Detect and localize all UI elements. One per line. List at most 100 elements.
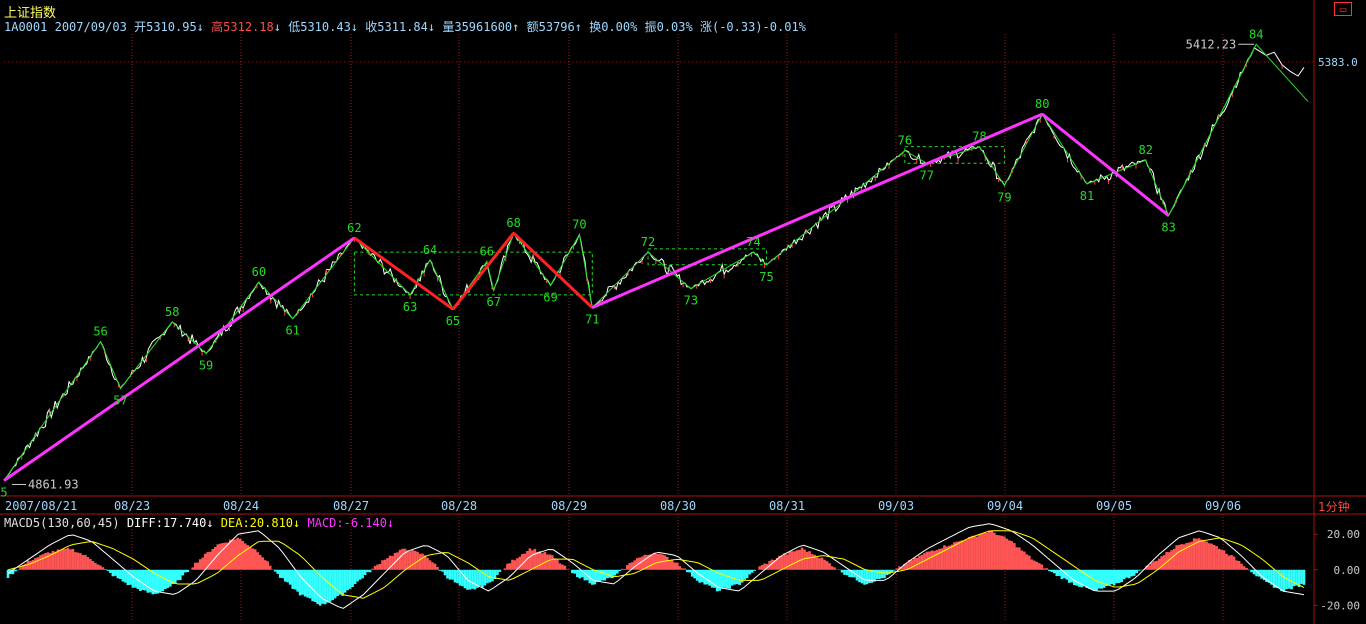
quote-code: 1A0001: [4, 20, 48, 34]
quote-vol-label: 量: [442, 20, 455, 34]
pivot-label: 65: [446, 314, 460, 328]
pivot-label: 61: [285, 324, 299, 338]
major-trend-segment: [353, 236, 454, 311]
x-tick-label: 08/30: [660, 499, 696, 513]
quote-date: 2007/09/03: [54, 20, 127, 34]
quote-close: 5311.84: [377, 20, 428, 34]
pivot-label: 78: [972, 130, 986, 144]
pivot-label: 71: [585, 313, 599, 327]
pivot-label: 82: [1139, 143, 1153, 157]
pivot-label: 83: [1161, 221, 1175, 235]
quote-amt: 53796: [538, 20, 575, 34]
y-tick-label: 5383.0: [1318, 56, 1358, 69]
x-tick-label: 08/23: [114, 499, 150, 513]
macd-y-tick: 20.00: [1327, 528, 1360, 541]
major-trend-segment: [512, 231, 594, 309]
pivot-label: 64: [423, 243, 437, 257]
x-tick-label: 09/04: [987, 499, 1023, 513]
x-tick-label: 08/28: [441, 499, 477, 513]
x-tick-label: 09/06: [1205, 499, 1241, 513]
up-arrow-icon: ↑: [574, 20, 582, 34]
quote-vol: 35961600: [454, 20, 513, 34]
diff-line: [7, 523, 1305, 609]
quote-low-label: 低: [288, 20, 301, 34]
pivot-label: 62: [347, 221, 361, 235]
pivot-label: 67: [487, 295, 501, 309]
pivot-label: 77: [920, 168, 934, 182]
pivot-label: 72: [641, 235, 655, 249]
x-tick-label: 08/31: [769, 499, 805, 513]
consolidation-box: [353, 251, 593, 296]
x-tick-label: 08/24: [223, 499, 259, 513]
period-tab[interactable]: 1分钟: [1318, 500, 1350, 514]
pivot-label: 76: [898, 134, 912, 148]
pivot-label: 84: [1249, 27, 1263, 41]
down-arrow-icon: ↓: [293, 516, 301, 530]
major-trend-segment: [591, 112, 1043, 309]
pivot-label: 60: [252, 265, 266, 279]
quote-amp: 0.03%: [656, 20, 693, 34]
dea-line: [7, 530, 1305, 599]
quote-high-label: 高: [211, 20, 224, 34]
low-marker: 4861.93: [28, 477, 79, 491]
minor-zigzag-tail: [1168, 44, 1257, 216]
macd-value: MACD:-6.140: [307, 516, 387, 530]
pivot-label: 73: [684, 294, 698, 308]
pivot-label: 58: [165, 305, 179, 319]
consolidation-box: [647, 248, 767, 266]
quote-open: 5310.95: [146, 20, 197, 34]
consolidation-box: [904, 146, 1005, 164]
quote-open-label: 开: [134, 20, 147, 34]
down-arrow-icon: ↓: [273, 20, 281, 34]
quote-bar: 1A0001 2007/09/03 开5310.95↓ 高5312.18↓ 低5…: [4, 18, 806, 35]
pivot-label: 70: [572, 218, 586, 232]
quote-chg: (-0.33)-0.01%: [711, 20, 806, 34]
macd-dea: DEA:20.810: [220, 516, 294, 530]
index-title: 上证指数: [4, 6, 57, 21]
pivot-label: 57: [113, 393, 127, 407]
down-arrow-icon: ↓: [350, 20, 359, 34]
down-arrow-icon: ↓: [206, 516, 214, 530]
x-tick-label: 09/05: [1096, 499, 1132, 513]
macd-y-tick: -20.00: [1320, 599, 1360, 612]
pivot-label: 80: [1035, 97, 1049, 111]
macd-name: MACD5(130,60,45): [4, 516, 120, 530]
quote-turn-label: 换: [589, 20, 602, 34]
pivot-label: 56: [93, 325, 107, 339]
up-arrow-icon: ↑: [512, 20, 520, 34]
major-trend-segment: [451, 232, 515, 311]
high-marker: 5412.23: [1186, 37, 1237, 51]
quote-turn: 0.00%: [601, 20, 638, 34]
pivot-label: 75: [759, 270, 773, 284]
pivot-label: 69: [543, 290, 557, 304]
x-tick-label: 2007/08/21: [5, 499, 77, 513]
x-tick-label: 08/29: [551, 499, 587, 513]
pivot-label: 59: [199, 359, 213, 373]
major-trend-segment: [1041, 112, 1170, 217]
quote-high: 5312.18: [223, 20, 274, 34]
down-arrow-icon: ↓: [196, 20, 204, 34]
down-arrow-icon: ↓: [386, 516, 395, 530]
x-tick-label: 08/27: [333, 499, 369, 513]
pivot-label: 5: [0, 485, 7, 499]
macd-diff: DIFF:17.740: [126, 516, 207, 530]
price-line: [3, 47, 1305, 481]
pivot-label: 68: [506, 216, 520, 230]
macd-y-tick: 0.00: [1334, 564, 1361, 577]
quote-chg-label: 涨: [699, 20, 712, 34]
pivot-label: 79: [997, 190, 1011, 204]
pivot-label: 66: [480, 245, 494, 259]
macd-header: MACD5(130,60,45) DIFF:17.740↓ DEA:20.810…: [4, 516, 394, 530]
x-tick-label: 09/03: [878, 499, 914, 513]
pivot-label: 81: [1080, 189, 1094, 203]
pivot-label: 74: [746, 235, 760, 249]
quote-amt-label: 额: [526, 20, 539, 34]
restore-box-icon[interactable]: ▭: [1334, 2, 1352, 16]
quote-amp-label: 振: [644, 20, 657, 34]
down-arrow-icon: ↓: [427, 20, 436, 34]
quote-close-label: 收: [365, 20, 378, 34]
pivot-label: 63: [403, 300, 417, 314]
quote-low: 5310.43: [300, 20, 351, 34]
major-trend-segment: [3, 236, 356, 482]
